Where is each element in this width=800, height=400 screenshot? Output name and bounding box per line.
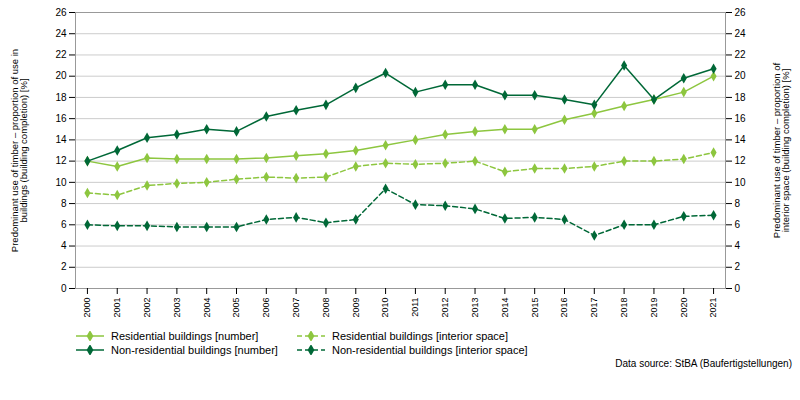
svg-text:26: 26 — [55, 7, 67, 18]
html-text:Residential buildings [number]: Residential buildings [number] — [111, 330, 259, 342]
svg-text:20: 20 — [735, 70, 747, 81]
svg-text:24: 24 — [735, 28, 747, 39]
svg-text:16: 16 — [735, 113, 747, 124]
svg-text:6: 6 — [61, 219, 67, 230]
svg-text:12: 12 — [735, 155, 747, 166]
svg-text:22: 22 — [55, 49, 67, 60]
svg-text:2011: 2011 — [410, 298, 420, 317]
svg-text:10: 10 — [55, 177, 67, 188]
svg-text:2012: 2012 — [440, 298, 450, 318]
html-text:Non-residential buildings [num: Non-residential buildings [number] — [111, 344, 278, 356]
svg-text:2004: 2004 — [202, 298, 212, 318]
svg-text:8: 8 — [735, 198, 741, 209]
svg-text:2009: 2009 — [351, 298, 361, 318]
svg-text:2: 2 — [735, 261, 741, 272]
svg-text:22: 22 — [735, 49, 747, 60]
svg-text:0: 0 — [735, 283, 741, 294]
svg-text:26: 26 — [735, 7, 747, 18]
html-text:Non-residential buildings [int: Non-residential buildings [interior spac… — [331, 344, 528, 356]
html-text:Residential buildings [interio: Residential buildings [interior space] — [331, 330, 508, 342]
svg-text:2010: 2010 — [380, 298, 390, 318]
svg-text:8: 8 — [61, 198, 67, 209]
html-text:Data source: StBA (Baufertigst: Data source: StBA (Baufertigstellungen) — [615, 358, 792, 369]
svg-text:2018: 2018 — [619, 298, 629, 318]
svg-text:24: 24 — [55, 28, 67, 39]
svg-text:2017: 2017 — [589, 298, 599, 318]
svg-text:2020: 2020 — [679, 298, 689, 318]
svg-text:4: 4 — [61, 240, 67, 251]
svg-text:12: 12 — [55, 155, 67, 166]
svg-text:14: 14 — [735, 134, 747, 145]
svg-text:16: 16 — [55, 113, 67, 124]
svg-text:Predominant use of timber – pr: Predominant use of timber – proportion o… — [9, 49, 30, 252]
svg-text:18: 18 — [735, 92, 747, 103]
svg-text:20: 20 — [55, 70, 67, 81]
svg-text:6: 6 — [735, 219, 741, 230]
svg-text:2007: 2007 — [291, 298, 301, 318]
svg-text:2016: 2016 — [559, 298, 569, 318]
svg-text:2013: 2013 — [470, 298, 480, 318]
svg-text:Predominant use of timber – pr: Predominant use of timber – proportion o… — [771, 62, 792, 238]
svg-text:2014: 2014 — [500, 298, 510, 318]
svg-text:10: 10 — [735, 177, 747, 188]
svg-text:2003: 2003 — [172, 298, 182, 318]
svg-text:2002: 2002 — [142, 298, 152, 318]
svg-text:18: 18 — [55, 92, 67, 103]
svg-text:2021: 2021 — [708, 298, 718, 318]
svg-text:14: 14 — [55, 134, 67, 145]
svg-text:2015: 2015 — [530, 298, 540, 318]
svg-text:2000: 2000 — [82, 298, 92, 318]
svg-text:2008: 2008 — [321, 298, 331, 318]
svg-text:2006: 2006 — [261, 298, 271, 318]
svg-text:0: 0 — [61, 283, 67, 294]
svg-text:2019: 2019 — [649, 298, 659, 318]
svg-text:2005: 2005 — [231, 298, 241, 318]
svg-text:2: 2 — [61, 261, 67, 272]
svg-text:4: 4 — [735, 240, 741, 251]
svg-text:2001: 2001 — [112, 298, 122, 318]
